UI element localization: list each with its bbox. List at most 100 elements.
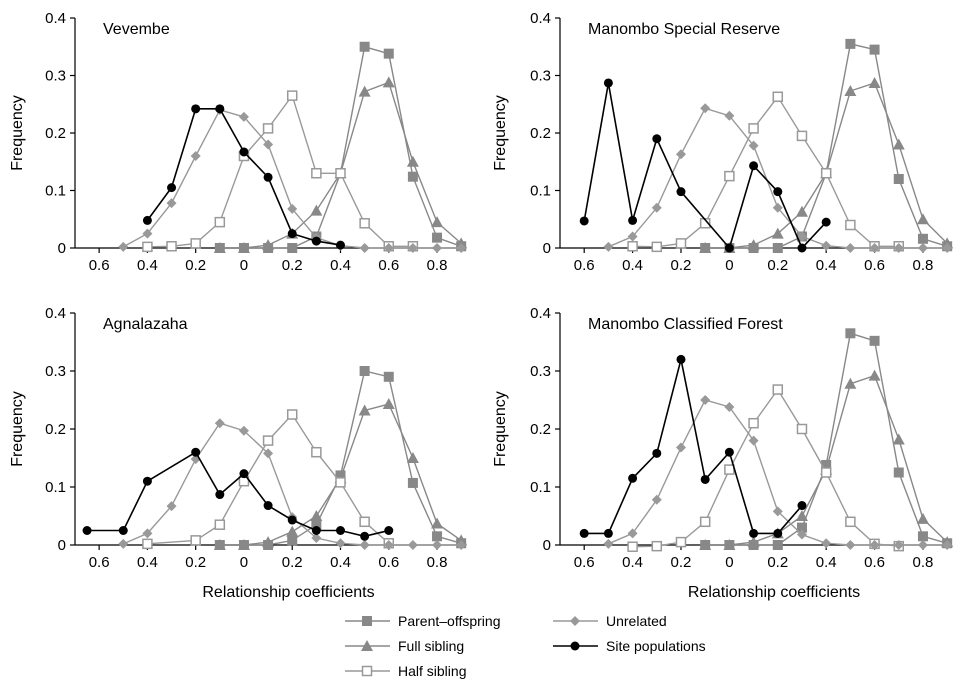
data-point [917, 243, 928, 253]
legend-label: Unrelated [606, 613, 667, 629]
series-site [82, 447, 394, 541]
data-point [869, 335, 880, 346]
x-tick-label: 0.4 [137, 257, 158, 274]
x-tick-label: 0 [240, 257, 248, 274]
data-point [749, 528, 759, 538]
data-point [676, 187, 686, 197]
data-point [239, 469, 249, 479]
data-point [359, 243, 370, 253]
y-tick-label: 0 [58, 537, 66, 554]
data-point [627, 528, 638, 539]
series-ur [603, 395, 953, 550]
panels: 0 0.1 0.2 0.3 0.4 0.6 0.4 0.2 0 0.2 0.4 0.6 0.8 Frequ… [9, 10, 954, 601]
data-point [311, 236, 321, 246]
y-tick-label: 0.4 [45, 305, 66, 322]
x-tick-label: 0.6 [378, 554, 399, 571]
data-point [142, 528, 153, 539]
series-line [219, 45, 462, 249]
x-tick-label: 0.6 [864, 257, 885, 274]
data-point [383, 371, 394, 382]
data-point [166, 241, 177, 252]
y-tick-label: 0.3 [45, 68, 66, 85]
data-point [699, 516, 711, 528]
series-line [705, 332, 948, 546]
series-site [142, 104, 345, 250]
data-point [699, 539, 712, 550]
data-point [359, 41, 370, 52]
panel-2: 0 0.1 0.2 0.3 0.4 0.6 0.4 0.2 0 0.2 0.4 0.6 0.8 Frequ… [492, 10, 954, 274]
data-point [359, 540, 370, 550]
data-point [772, 243, 783, 253]
data-point [699, 242, 712, 253]
data-point [917, 531, 928, 542]
data-point [941, 237, 954, 249]
x-axis-label: Relationship coefficients [688, 584, 860, 601]
data-point [771, 227, 784, 239]
data-point [407, 243, 418, 253]
data-point [359, 366, 370, 376]
data-point [215, 104, 225, 114]
data-point [432, 531, 443, 542]
y-tick-label: 0.3 [45, 363, 66, 380]
y-axis-label: Frequency [492, 95, 509, 171]
x-tick-label: 0.8 [913, 554, 934, 571]
y-tick-label: 0.2 [45, 421, 66, 438]
data-point [82, 526, 92, 535]
data-point [359, 218, 370, 229]
data-point [263, 448, 274, 459]
x-tick-label: 0 [725, 554, 733, 571]
data-point [432, 232, 443, 243]
data-point [118, 526, 128, 535]
data-point [383, 243, 394, 253]
y-tick-label: 0 [543, 240, 551, 257]
data-point [748, 123, 759, 134]
panel-1: 0 0.1 0.2 0.3 0.4 0.6 0.4 0.2 0 0.2 0.4 0.6 0.8 Frequ… [9, 10, 468, 274]
data-point [287, 243, 298, 253]
x-tick-label: 0.6 [574, 554, 595, 571]
x-tick-label: 0.6 [864, 554, 885, 571]
x-tick-label: 0.2 [282, 257, 303, 274]
x-tick-label: 0.6 [378, 257, 399, 274]
x-axis-label: Relationship coefficients [202, 584, 374, 601]
data-point [286, 525, 299, 537]
data-point [456, 540, 467, 550]
data-point [868, 76, 881, 88]
data-point [360, 531, 370, 541]
data-point [310, 204, 323, 216]
y-tick-label: 0.4 [530, 10, 551, 27]
data-point [142, 241, 153, 253]
data-point [456, 243, 467, 253]
panel-title: Vevembe [103, 21, 170, 38]
data-point [700, 103, 711, 114]
y-tick-label: 0.3 [530, 68, 551, 85]
data-point [335, 538, 346, 549]
data-point [213, 242, 226, 253]
data-point [724, 243, 734, 253]
x-tick-label: 0.4 [330, 554, 351, 571]
x-tick-label: 0 [725, 257, 733, 274]
data-point [845, 516, 856, 528]
data-point [795, 510, 808, 521]
data-point [893, 467, 904, 478]
panel-title: Agnalazaha [103, 316, 188, 333]
data-point [383, 540, 394, 550]
data-point [191, 447, 201, 457]
series-hs [627, 384, 905, 552]
data-point [747, 239, 760, 251]
data-point [118, 538, 129, 549]
data-point [238, 111, 249, 122]
data-point [359, 516, 370, 528]
x-tick-label: 0.2 [671, 554, 692, 571]
data-point [676, 354, 686, 364]
data-point [724, 170, 735, 182]
y-axis-label: Frequency [9, 391, 26, 467]
data-point [724, 110, 735, 121]
data-point [432, 540, 443, 550]
data-point [845, 328, 856, 339]
data-point [796, 231, 807, 242]
legend-label: Full sibling [398, 638, 464, 654]
data-point [358, 404, 371, 416]
data-point [628, 215, 638, 225]
data-point [796, 522, 807, 533]
data-point [603, 528, 613, 538]
